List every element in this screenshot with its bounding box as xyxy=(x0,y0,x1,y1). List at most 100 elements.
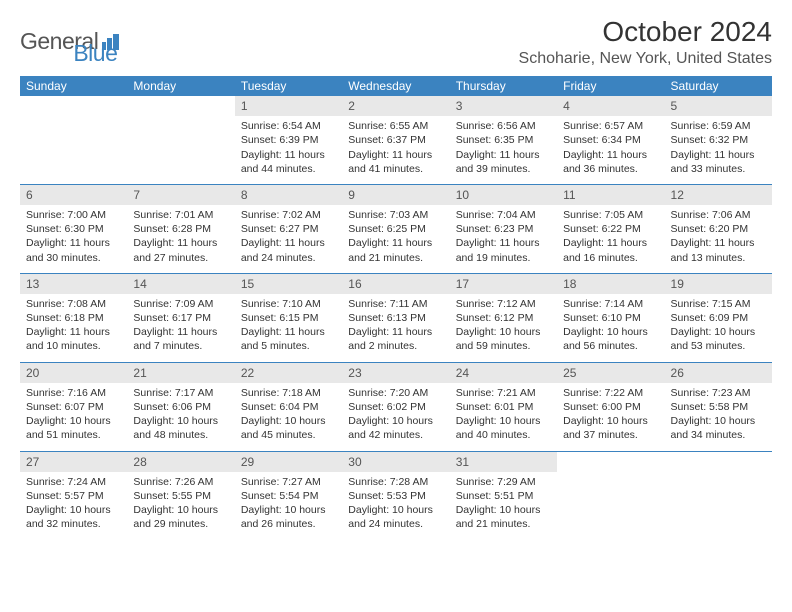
daylight-text: Daylight: 11 hours and 13 minutes. xyxy=(671,236,766,264)
day-cell: 20Sunrise: 7:16 AMSunset: 6:07 PMDayligh… xyxy=(20,363,127,451)
day-number: 5 xyxy=(665,96,772,116)
sunrise-text: Sunrise: 6:54 AM xyxy=(241,119,336,133)
day-cell: 8Sunrise: 7:02 AMSunset: 6:27 PMDaylight… xyxy=(235,185,342,273)
sunrise-text: Sunrise: 7:15 AM xyxy=(671,297,766,311)
day-cell: 24Sunrise: 7:21 AMSunset: 6:01 PMDayligh… xyxy=(450,363,557,451)
daylight-text: Daylight: 10 hours and 26 minutes. xyxy=(241,503,336,531)
daylight-text: Daylight: 11 hours and 27 minutes. xyxy=(133,236,228,264)
sunset-text: Sunset: 5:57 PM xyxy=(26,489,121,503)
sunrise-text: Sunrise: 7:02 AM xyxy=(241,208,336,222)
day-number: 29 xyxy=(235,452,342,472)
sunset-text: Sunset: 6:18 PM xyxy=(26,311,121,325)
sunset-text: Sunset: 6:34 PM xyxy=(563,133,658,147)
day-cell: 25Sunrise: 7:22 AMSunset: 6:00 PMDayligh… xyxy=(557,363,664,451)
calendar-body: 1Sunrise: 6:54 AMSunset: 6:39 PMDaylight… xyxy=(20,96,772,539)
daylight-text: Daylight: 11 hours and 24 minutes. xyxy=(241,236,336,264)
sunset-text: Sunset: 6:13 PM xyxy=(348,311,443,325)
week-row: 20Sunrise: 7:16 AMSunset: 6:07 PMDayligh… xyxy=(20,363,772,451)
day-body: Sunrise: 7:11 AMSunset: 6:13 PMDaylight:… xyxy=(342,294,449,362)
day-number: 1 xyxy=(235,96,342,116)
daylight-text: Daylight: 10 hours and 40 minutes. xyxy=(456,414,551,442)
daylight-text: Daylight: 11 hours and 16 minutes. xyxy=(563,236,658,264)
day-body-empty xyxy=(665,472,772,534)
day-number-empty xyxy=(127,96,234,116)
sunrise-text: Sunrise: 7:01 AM xyxy=(133,208,228,222)
dayheader-sat: Saturday xyxy=(665,76,772,96)
sunset-text: Sunset: 6:02 PM xyxy=(348,400,443,414)
day-body: Sunrise: 7:27 AMSunset: 5:54 PMDaylight:… xyxy=(235,472,342,540)
daylight-text: Daylight: 10 hours and 32 minutes. xyxy=(26,503,121,531)
sunrise-text: Sunrise: 7:00 AM xyxy=(26,208,121,222)
daylight-text: Daylight: 10 hours and 37 minutes. xyxy=(563,414,658,442)
day-body: Sunrise: 7:22 AMSunset: 6:00 PMDaylight:… xyxy=(557,383,664,451)
day-cell: 28Sunrise: 7:26 AMSunset: 5:55 PMDayligh… xyxy=(127,452,234,540)
dayheader-sun: Sunday xyxy=(20,76,127,96)
day-cell: 22Sunrise: 7:18 AMSunset: 6:04 PMDayligh… xyxy=(235,363,342,451)
sunrise-text: Sunrise: 6:59 AM xyxy=(671,119,766,133)
daylight-text: Daylight: 11 hours and 19 minutes. xyxy=(456,236,551,264)
sunset-text: Sunset: 5:55 PM xyxy=(133,489,228,503)
sunrise-text: Sunrise: 7:29 AM xyxy=(456,475,551,489)
day-cell: 6Sunrise: 7:00 AMSunset: 6:30 PMDaylight… xyxy=(20,185,127,273)
day-number: 20 xyxy=(20,363,127,383)
day-number-empty xyxy=(557,452,664,472)
daylight-text: Daylight: 11 hours and 7 minutes. xyxy=(133,325,228,353)
day-body: Sunrise: 7:18 AMSunset: 6:04 PMDaylight:… xyxy=(235,383,342,451)
day-body: Sunrise: 7:17 AMSunset: 6:06 PMDaylight:… xyxy=(127,383,234,451)
sunset-text: Sunset: 6:17 PM xyxy=(133,311,228,325)
day-cell: 31Sunrise: 7:29 AMSunset: 5:51 PMDayligh… xyxy=(450,452,557,540)
day-cell xyxy=(127,96,234,184)
day-cell: 9Sunrise: 7:03 AMSunset: 6:25 PMDaylight… xyxy=(342,185,449,273)
day-number: 23 xyxy=(342,363,449,383)
day-number: 26 xyxy=(665,363,772,383)
sunset-text: Sunset: 6:32 PM xyxy=(671,133,766,147)
daylight-text: Daylight: 10 hours and 48 minutes. xyxy=(133,414,228,442)
sunrise-text: Sunrise: 7:10 AM xyxy=(241,297,336,311)
title-block: October 2024 Schoharie, New York, United… xyxy=(519,16,772,68)
sunset-text: Sunset: 6:20 PM xyxy=(671,222,766,236)
day-body-empty xyxy=(557,472,664,534)
day-body: Sunrise: 7:04 AMSunset: 6:23 PMDaylight:… xyxy=(450,205,557,273)
day-cell xyxy=(557,452,664,540)
day-body: Sunrise: 7:02 AMSunset: 6:27 PMDaylight:… xyxy=(235,205,342,273)
day-body: Sunrise: 7:00 AMSunset: 6:30 PMDaylight:… xyxy=(20,205,127,273)
day-body: Sunrise: 6:59 AMSunset: 6:32 PMDaylight:… xyxy=(665,116,772,184)
sunrise-text: Sunrise: 7:28 AM xyxy=(348,475,443,489)
calendar-table: Sunday Monday Tuesday Wednesday Thursday… xyxy=(20,76,772,539)
sunrise-text: Sunrise: 7:16 AM xyxy=(26,386,121,400)
sunrise-text: Sunrise: 6:56 AM xyxy=(456,119,551,133)
daylight-text: Daylight: 10 hours and 21 minutes. xyxy=(456,503,551,531)
sunset-text: Sunset: 6:27 PM xyxy=(241,222,336,236)
day-body: Sunrise: 7:14 AMSunset: 6:10 PMDaylight:… xyxy=(557,294,664,362)
daylight-text: Daylight: 11 hours and 21 minutes. xyxy=(348,236,443,264)
sunset-text: Sunset: 6:37 PM xyxy=(348,133,443,147)
day-cell: 4Sunrise: 6:57 AMSunset: 6:34 PMDaylight… xyxy=(557,96,664,184)
day-number-empty xyxy=(665,452,772,472)
daylight-text: Daylight: 10 hours and 59 minutes. xyxy=(456,325,551,353)
daylight-text: Daylight: 11 hours and 36 minutes. xyxy=(563,148,658,176)
daylight-text: Daylight: 10 hours and 45 minutes. xyxy=(241,414,336,442)
day-cell: 2Sunrise: 6:55 AMSunset: 6:37 PMDaylight… xyxy=(342,96,449,184)
sunrise-text: Sunrise: 7:14 AM xyxy=(563,297,658,311)
sunset-text: Sunset: 6:00 PM xyxy=(563,400,658,414)
day-cell: 26Sunrise: 7:23 AMSunset: 5:58 PMDayligh… xyxy=(665,363,772,451)
day-body: Sunrise: 7:03 AMSunset: 6:25 PMDaylight:… xyxy=(342,205,449,273)
sunset-text: Sunset: 5:53 PM xyxy=(348,489,443,503)
sunset-text: Sunset: 6:01 PM xyxy=(456,400,551,414)
day-body: Sunrise: 7:08 AMSunset: 6:18 PMDaylight:… xyxy=(20,294,127,362)
day-body: Sunrise: 7:16 AMSunset: 6:07 PMDaylight:… xyxy=(20,383,127,451)
day-cell: 21Sunrise: 7:17 AMSunset: 6:06 PMDayligh… xyxy=(127,363,234,451)
daylight-text: Daylight: 11 hours and 41 minutes. xyxy=(348,148,443,176)
day-number: 18 xyxy=(557,274,664,294)
dayheader-wed: Wednesday xyxy=(342,76,449,96)
dayheader-fri: Friday xyxy=(557,76,664,96)
day-number: 24 xyxy=(450,363,557,383)
sunset-text: Sunset: 6:39 PM xyxy=(241,133,336,147)
day-number: 12 xyxy=(665,185,772,205)
day-body: Sunrise: 7:29 AMSunset: 5:51 PMDaylight:… xyxy=(450,472,557,540)
sunrise-text: Sunrise: 7:17 AM xyxy=(133,386,228,400)
day-cell: 3Sunrise: 6:56 AMSunset: 6:35 PMDaylight… xyxy=(450,96,557,184)
sunset-text: Sunset: 6:30 PM xyxy=(26,222,121,236)
daylight-text: Daylight: 10 hours and 34 minutes. xyxy=(671,414,766,442)
day-body: Sunrise: 6:54 AMSunset: 6:39 PMDaylight:… xyxy=(235,116,342,184)
